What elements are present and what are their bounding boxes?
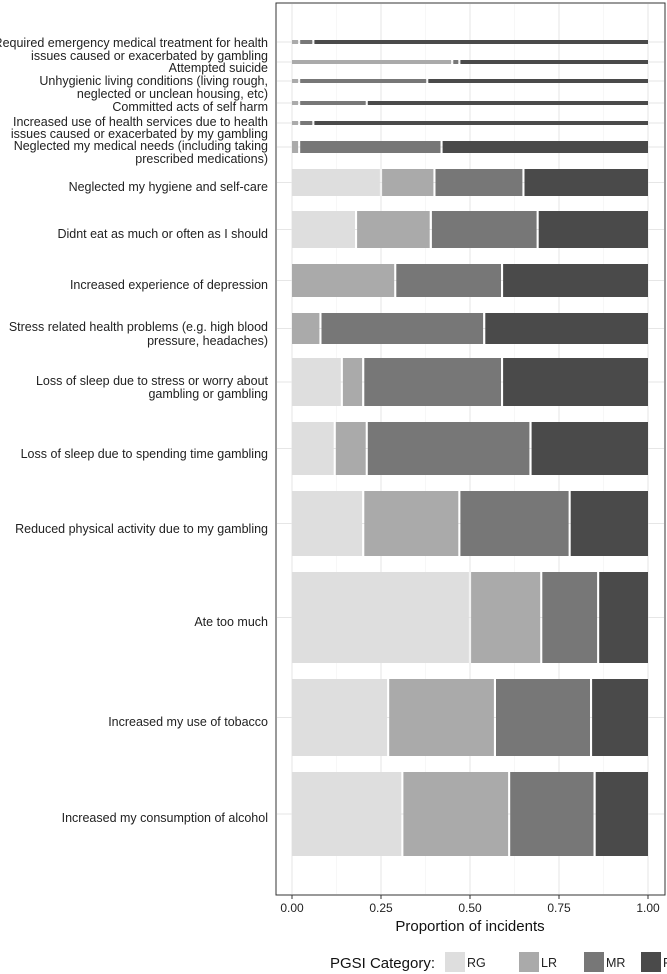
legend-swatch-pg bbox=[641, 952, 661, 972]
category-label: Loss of sleep due to stress or worry abo… bbox=[36, 374, 269, 388]
bar-segment-lr bbox=[292, 121, 299, 125]
legend-label-lr: LR bbox=[541, 956, 557, 970]
bar-segment-pg bbox=[599, 572, 648, 663]
bar-segment-lr bbox=[389, 679, 494, 756]
bar-segment-mr bbox=[300, 40, 313, 44]
bar-segment-lr bbox=[292, 79, 299, 83]
x-tick-label: 0.50 bbox=[458, 901, 482, 915]
bar-segment-pg bbox=[531, 422, 648, 475]
category-label: prescribed medications) bbox=[135, 152, 268, 166]
bar-segment-rg bbox=[292, 572, 469, 663]
bar-segment-mr bbox=[396, 264, 501, 297]
category-label: pressure, headaches) bbox=[147, 334, 268, 348]
bar-segment-pg bbox=[570, 491, 648, 556]
category-label: neglected or unclean housing, etc) bbox=[77, 87, 268, 101]
category-label: Neglected my medical needs (including ta… bbox=[14, 139, 268, 153]
bar-segment-rg bbox=[292, 772, 402, 856]
bar-segment-pg bbox=[314, 121, 648, 125]
category-label: gambling or gambling bbox=[148, 387, 268, 401]
bar-segment-lr bbox=[357, 211, 430, 248]
bar-segment-mr bbox=[542, 572, 598, 663]
bar-segment-mr bbox=[460, 491, 569, 556]
legend-swatch-rg bbox=[445, 952, 465, 972]
bar-segment-pg bbox=[595, 772, 648, 856]
bar-segment-pg bbox=[538, 211, 648, 248]
category-labels: Required emergency medical treatment for… bbox=[0, 36, 269, 825]
category-label: issues caused or exacerbated by my gambl… bbox=[11, 127, 268, 141]
legend-swatch-lr bbox=[519, 952, 539, 972]
bar-segment-lr bbox=[292, 141, 299, 153]
category-label: Increased experience of depression bbox=[70, 278, 268, 292]
bar-segment-lr bbox=[292, 313, 320, 344]
bar-segment-lr bbox=[471, 572, 541, 663]
category-label: Didnt eat as much or often as I should bbox=[57, 227, 268, 241]
bar-segment-mr bbox=[364, 358, 501, 406]
bar-segment-lr bbox=[292, 264, 395, 297]
bar-segment-pg bbox=[485, 313, 648, 344]
category-label: Required emergency medical treatment for… bbox=[0, 36, 268, 50]
x-axis-ticks: 0.00 0.25 0.50 0.75 1.00 bbox=[280, 895, 660, 915]
x-tick-label: 0.25 bbox=[369, 901, 393, 915]
bar-segment-lr bbox=[364, 491, 459, 556]
legend: PGSI Category: RG LR MR PG bbox=[330, 952, 667, 972]
category-label: Stress related health problems (e.g. hig… bbox=[9, 320, 268, 334]
category-label: Ate too much bbox=[194, 615, 268, 629]
bar-segment-pg bbox=[503, 358, 648, 406]
category-label: Loss of sleep due to spending time gambl… bbox=[21, 447, 268, 461]
bar-segment-mr bbox=[496, 679, 590, 756]
bar-segment-lr bbox=[382, 169, 434, 196]
category-label: Neglected my hygiene and self-care bbox=[69, 180, 268, 194]
bar-segment-lr bbox=[342, 358, 363, 406]
category-label: Increased use of health services due to … bbox=[13, 115, 268, 129]
category-label: Reduced physical activity due to my gamb… bbox=[15, 522, 268, 536]
bar-segment-mr bbox=[510, 772, 594, 856]
bar-segment-mr bbox=[367, 422, 530, 475]
category-label: Increased my use of tobacco bbox=[108, 715, 268, 729]
bar-segment-rg bbox=[292, 358, 341, 406]
bar-segment-rg bbox=[292, 679, 388, 756]
legend-title: PGSI Category: bbox=[330, 955, 435, 972]
bar-segment-mr bbox=[300, 121, 313, 125]
bar-segment-mr bbox=[300, 141, 441, 153]
legend-label-rg: RG bbox=[467, 956, 486, 970]
legend-swatch-mr bbox=[584, 952, 604, 972]
bar-segment-lr bbox=[292, 60, 452, 64]
bar-segment-mr bbox=[435, 169, 523, 196]
legend-label-pg: PG bbox=[663, 956, 667, 970]
bars-layer bbox=[292, 40, 648, 856]
bar-segment-mr bbox=[431, 211, 537, 248]
bar-segment-rg bbox=[292, 211, 355, 248]
x-axis-title: Proportion of incidents bbox=[395, 918, 544, 935]
bar-segment-lr bbox=[403, 772, 509, 856]
bar-segment-mr bbox=[300, 79, 427, 83]
bar-segment-pg bbox=[503, 264, 648, 297]
bar-segment-rg bbox=[292, 422, 334, 475]
category-label: issues caused or exacerbated by gambling bbox=[31, 49, 268, 63]
bar-segment-lr bbox=[335, 422, 366, 475]
category-label: Increased my consumption of alcohol bbox=[62, 811, 268, 825]
bar-segment-rg bbox=[292, 169, 380, 196]
bar-segment-rg bbox=[292, 491, 363, 556]
x-tick-label: 0.75 bbox=[547, 901, 571, 915]
bar-segment-pg bbox=[428, 79, 648, 83]
category-label: Attempted suicide bbox=[169, 61, 268, 75]
bar-segment-pg bbox=[524, 169, 648, 196]
bar-segment-pg bbox=[367, 101, 648, 105]
bar-segment-pg bbox=[592, 679, 648, 756]
bar-segment-mr bbox=[321, 313, 484, 344]
legend-label-mr: MR bbox=[606, 956, 625, 970]
bar-segment-pg bbox=[314, 40, 648, 44]
category-label: Unhygienic living conditions (living rou… bbox=[39, 74, 268, 88]
bar-segment-pg bbox=[460, 60, 648, 64]
bar-segment-lr bbox=[292, 40, 299, 44]
bar-segment-mr bbox=[453, 60, 459, 64]
x-tick-label: 1.00 bbox=[636, 901, 660, 915]
bar-segment-pg bbox=[442, 141, 648, 153]
category-label: Committed acts of self harm bbox=[112, 100, 268, 114]
bar-segment-mr bbox=[300, 101, 366, 105]
bar-segment-lr bbox=[292, 101, 299, 105]
x-tick-label: 0.00 bbox=[280, 901, 304, 915]
